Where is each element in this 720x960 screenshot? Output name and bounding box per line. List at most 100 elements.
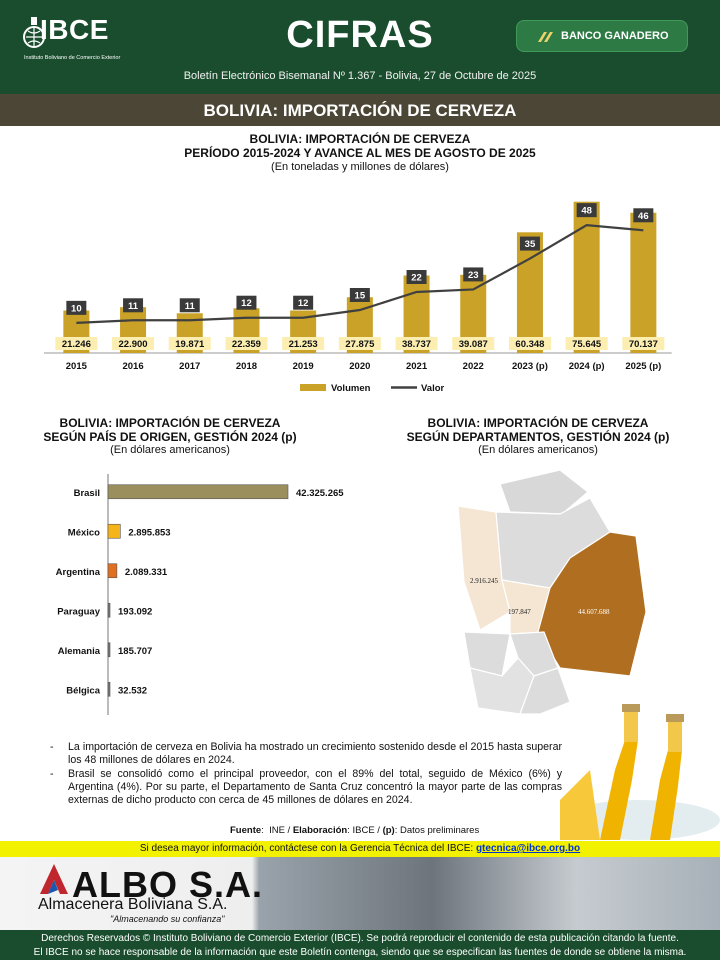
value-label-box xyxy=(293,295,314,310)
country-value-label: 2.089.331 xyxy=(125,567,168,578)
country-chart-subtitle: SEGÚN PAÍS DE ORIGEN, GESTIÓN 2024 (p) xyxy=(43,430,297,444)
main-chart: 21.246 22.900 19.871 22.359 21.253 27.875 38.7… xyxy=(44,201,672,394)
map-label-la-paz: 2.916.245 xyxy=(470,577,499,585)
country-value-label: 2.895.853 xyxy=(128,527,170,538)
volume-label: 22.359 xyxy=(232,339,261,350)
legend-volume-label: Volumen xyxy=(331,383,371,394)
ad-slogan: "Almacenando su confianza" xyxy=(110,914,225,924)
note-item: Brasil se consolidó como el principal pr… xyxy=(46,768,562,807)
volume-label-box xyxy=(168,337,211,350)
country-bar xyxy=(107,681,111,697)
volume-label-box xyxy=(565,337,608,350)
category-label: 2016 xyxy=(122,361,143,372)
volume-label-box xyxy=(55,337,98,350)
volume-label: 70.137 xyxy=(629,339,658,350)
value-label-box xyxy=(633,208,654,223)
ad-banner[interactable] xyxy=(0,857,720,930)
bank-logo-icon xyxy=(538,32,553,42)
country-value-label: 193.092 xyxy=(118,606,152,617)
volume-label: 60.348 xyxy=(515,339,544,350)
volume-label-box xyxy=(622,337,665,350)
main-chart-units: (En toneladas y millones de dólares) xyxy=(271,161,449,173)
albo-logo-icon xyxy=(40,864,68,894)
map-region-pando xyxy=(499,469,589,515)
source-line: Fuente: INE / Elaboración: IBCE / (p): D… xyxy=(230,825,480,836)
country-bar xyxy=(107,642,111,658)
volume-label: 21.253 xyxy=(289,339,318,350)
value-label-box xyxy=(123,298,144,313)
volume-label-box xyxy=(112,337,155,350)
contact-text: Si desea mayor información, contáctese c… xyxy=(139,843,476,854)
bulletin-line: Boletín Electrónico Bisemanal Nº 1.367 -… xyxy=(183,70,537,82)
category-label: 2025 (p) xyxy=(625,361,661,372)
country-label: México xyxy=(68,527,100,538)
map-label-cochabamba: 197.847 xyxy=(508,608,531,616)
ad-name: Almacenera Boliviana S.A. xyxy=(38,896,228,913)
value-label: 12 xyxy=(241,298,252,309)
volume-label: 22.900 xyxy=(119,339,148,350)
value-label-box xyxy=(519,236,540,251)
bank-badge[interactable]: BANCO GANADERO xyxy=(516,20,688,52)
value-label: 35 xyxy=(525,239,536,250)
volume-label-box xyxy=(452,337,495,350)
p-text: Datos preliminares xyxy=(400,825,480,836)
category-label: 2019 xyxy=(293,361,314,372)
value-label-box xyxy=(349,288,370,302)
value-label: 48 xyxy=(581,206,592,217)
category-label: 2017 xyxy=(179,361,200,372)
volume-label-box xyxy=(338,337,381,350)
map-units: (En dólares americanos) xyxy=(478,444,598,456)
value-label-box xyxy=(236,295,257,310)
value-label-box xyxy=(179,298,200,313)
value-label-box xyxy=(576,203,597,218)
volume-label: 38.737 xyxy=(402,339,431,350)
ad-logo: ALBO S.A. xyxy=(72,864,264,905)
country-bar xyxy=(107,563,118,579)
country-label: Alemania xyxy=(58,646,101,657)
main-chart-subtitle: PERÍODO 2015-2024 Y AVANCE AL MES DE AGO… xyxy=(184,146,536,160)
note-item: La importación de cerveza en Bolivia ha … xyxy=(46,741,562,767)
country-value-label: 42.325.265 xyxy=(296,488,344,499)
value-line xyxy=(76,224,644,324)
value-label: 11 xyxy=(128,301,139,312)
category-label: 2024 (p) xyxy=(569,361,605,372)
ibce-logo-subtitle: Instituto Boliviano de Comercio Exterior xyxy=(24,55,121,61)
p-label: (p) xyxy=(382,825,395,836)
section-bar xyxy=(0,94,720,126)
volume-label: 27.875 xyxy=(345,339,375,350)
value-label: 15 xyxy=(355,291,366,302)
value-label-box xyxy=(406,270,427,284)
country-label: Bélgica xyxy=(66,685,101,696)
category-label: 2020 xyxy=(349,361,370,372)
section-title: BOLIVIA: IMPORTACIÓN DE CERVEZA xyxy=(203,101,517,120)
category-label: 2022 xyxy=(463,361,484,372)
beer-bottles-icon xyxy=(560,704,720,840)
main-chart-title: BOLIVIA: IMPORTACIÓN DE CERVEZA xyxy=(249,132,471,146)
country-bar xyxy=(107,602,111,618)
bolivia-map: 2.916.245 197.847 44.607.688 xyxy=(457,469,647,715)
map-region-tarija xyxy=(519,667,571,715)
category-label: 2018 xyxy=(236,361,257,372)
volume-label: 39.087 xyxy=(459,339,488,350)
volume-bar xyxy=(630,212,657,353)
contact-email-link[interactable]: gtecnica@ibce.org.bo xyxy=(475,843,581,854)
legend-value-label: Valor xyxy=(421,383,445,394)
value-label: 46 xyxy=(638,211,649,222)
country-label: Argentina xyxy=(56,567,101,578)
country-bar xyxy=(107,484,289,500)
volume-label-box xyxy=(282,337,325,350)
volume-label-box xyxy=(225,337,268,350)
bank-label: BANCO GANADERO xyxy=(561,30,669,42)
category-label: 2015 xyxy=(66,361,88,372)
map-label-santa-cruz: 44.607.688 xyxy=(578,608,610,616)
value-label: 12 xyxy=(298,298,309,309)
country-chart: Brasil 42.325.265 México 2.895.853 Argentina… xyxy=(56,474,344,715)
volume-label: 19.871 xyxy=(175,339,205,350)
volume-label: 21.246 xyxy=(62,339,91,350)
value-label-box xyxy=(463,267,484,282)
map-title: BOLIVIA: IMPORTACIÓN DE CERVEZA xyxy=(427,416,649,430)
notes: La importación de cerveza en Bolivia ha … xyxy=(46,741,562,808)
country-chart-title: BOLIVIA: IMPORTACIÓN DE CERVEZA xyxy=(59,416,281,430)
source-value: INE xyxy=(269,825,285,836)
source-label: Fuente xyxy=(230,825,262,836)
